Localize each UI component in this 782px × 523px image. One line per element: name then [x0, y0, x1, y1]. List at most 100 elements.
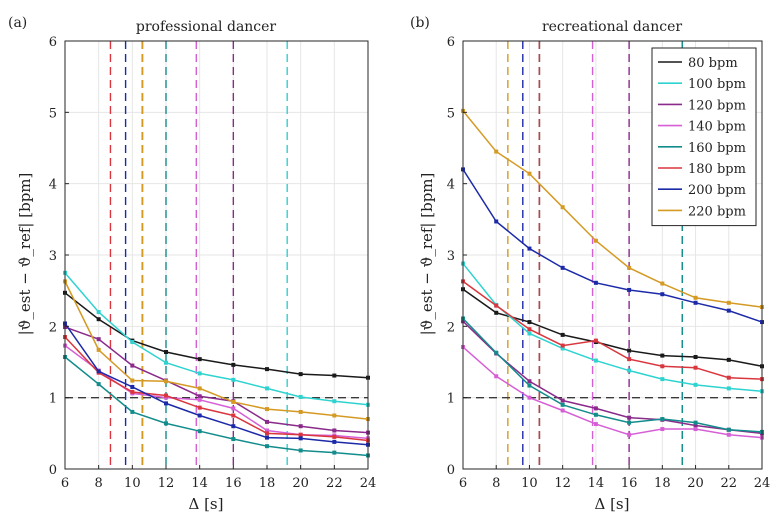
panel-b-point-100-bpm: [660, 377, 665, 382]
panel-b-point-180-bpm: [527, 327, 532, 332]
panel-b-point-160-bpm: [527, 383, 532, 388]
panel-a-point-120-bpm: [130, 363, 135, 368]
panel-b-point-80-bpm: [560, 332, 565, 337]
panel-b-point-220-bpm: [494, 149, 499, 154]
panel-b-point-140-bpm: [527, 395, 532, 400]
panel-b-xtick-label: 6: [459, 476, 467, 491]
panel-a-point-220-bpm: [96, 347, 101, 352]
panel-a-point-100-bpm: [164, 360, 168, 365]
panel-b-point-120-bpm: [627, 415, 632, 420]
panel-a-series-line-220-bpm: [64, 281, 369, 420]
panel-a-point-80-bpm: [197, 357, 202, 362]
panel-b-point-180-bpm: [494, 303, 499, 308]
panel-a-point-200-bpm: [332, 439, 337, 444]
panel-a-point-140-bpm: [231, 406, 236, 411]
panel-recreational: (b) recreational dancer 6 8 10 12 14 16 18 20 22…: [410, 15, 770, 513]
panel-b-point-200-bpm: [726, 308, 731, 313]
panel-a-point-180-bpm: [231, 413, 236, 418]
panel-a-point-80-bpm: [231, 362, 236, 367]
panel-a-xtick-label: 24: [360, 476, 377, 491]
panel-b-point-220-bpm: [660, 281, 665, 286]
panel-a-point-220-bpm: [130, 378, 135, 383]
panel-b-point-80-bpm: [726, 357, 731, 362]
panel-a-series-line-120-bpm: [64, 326, 369, 434]
panel-b-xtick-label: 20: [687, 476, 704, 491]
panel-a-point-160-bpm: [332, 450, 337, 455]
panel-b-point-80-bpm: [627, 348, 632, 353]
panel-a-title: professional dancer: [136, 19, 277, 35]
panel-a-point-220-bpm: [164, 379, 168, 384]
panel-a-point-220-bpm: [197, 386, 202, 391]
panel-b-xtick-label: 24: [754, 476, 771, 491]
panel-b-point-120-bpm: [560, 398, 565, 403]
panel-b-xtick-label: 18: [654, 476, 671, 491]
panel-b-point-220-bpm: [726, 300, 731, 305]
panel-professional: (a) professional dancer 6 8 10 12 14 16 18 20 22…: [8, 15, 376, 513]
panel-b-point-160-bpm: [593, 412, 598, 417]
panel-b-point-180-bpm: [593, 338, 598, 343]
panel-b-title: recreational dancer: [542, 19, 682, 35]
panel-a-xtick-label: 14: [191, 476, 208, 491]
panel-b-point-100-bpm: [693, 382, 698, 387]
panel-b-xtick-label: 10: [521, 476, 538, 491]
panel-b-xtick-label: 16: [621, 476, 638, 491]
panel-a-point-80-bpm: [298, 372, 303, 377]
legend-label: 200 bpm: [688, 183, 746, 198]
panel-b-point-120-bpm: [527, 379, 532, 384]
panel-a-point-80-bpm: [265, 367, 269, 372]
panel-b-point-180-bpm: [560, 343, 565, 348]
panel-a-point-140-bpm: [265, 428, 269, 433]
panel-b-series-line-140-bpm: [462, 346, 763, 439]
panel-a-point-160-bpm: [265, 444, 269, 449]
panel-b-point-160-bpm: [726, 427, 731, 432]
panel-b-point-100-bpm: [627, 368, 632, 373]
panel-b-ylabel: |ϑ_est − ϑ_ref| [bpm]: [418, 173, 436, 336]
panel-b-point-80-bpm: [660, 353, 665, 358]
panel-b-point-160-bpm: [660, 417, 665, 422]
panel-a-point-120-bpm: [197, 394, 202, 399]
panel-b-point-220-bpm: [560, 205, 565, 210]
panel-a-xtick-label: 12: [158, 476, 175, 491]
panel-a-point-200-bpm: [96, 369, 101, 374]
panel-b-point-200-bpm: [527, 246, 532, 251]
panel-a-point-120-bpm: [96, 337, 101, 342]
panel-a-point-80-bpm: [332, 373, 337, 378]
panel-b-ytick-label: 0: [447, 463, 455, 478]
panel-a-xtick-label: 16: [225, 476, 242, 491]
panel-a-point-140-bpm: [197, 397, 202, 402]
panel-b-ytick-label: 4: [447, 178, 455, 193]
panel-b-series-line-160-bpm: [462, 317, 763, 433]
panel-a-xtick-label: 22: [326, 476, 343, 491]
panel-b-point-140-bpm: [660, 427, 665, 432]
panel-a-xtick-label: 20: [292, 476, 309, 491]
panel-b-point-180-bpm: [627, 357, 632, 362]
legend-label: 100 bpm: [688, 77, 746, 92]
panel-a-point-100-bpm: [197, 371, 202, 376]
panel-b-point-100-bpm: [593, 358, 598, 363]
panel-b-point-160-bpm: [560, 402, 565, 407]
panel-a-point-120-bpm: [332, 428, 337, 433]
panel-b-point-180-bpm: [660, 364, 665, 369]
panel-b-point-220-bpm: [593, 238, 598, 243]
panel-a-point-200-bpm: [197, 413, 202, 418]
panel-b-point-80-bpm: [527, 320, 532, 325]
panel-a-point-100-bpm: [298, 394, 303, 399]
panel-a-point-200-bpm: [298, 436, 303, 441]
panel-b-series-line-180-bpm: [462, 280, 763, 380]
panel-a-label: (a): [8, 15, 27, 31]
panel-a-point-160-bpm: [130, 409, 135, 414]
panel-b-point-200-bpm: [560, 265, 565, 270]
panel-b-point-200-bpm: [627, 287, 632, 292]
panel-b-series-line-120-bpm: [462, 320, 763, 435]
panel-b-label: (b): [410, 15, 430, 31]
panel-b-point-80-bpm: [693, 355, 698, 360]
panel-a-series-line-100-bpm: [64, 272, 369, 406]
panel-a-ytick-label: 1: [49, 392, 57, 407]
panel-a-ytick-label: 0: [49, 463, 57, 478]
legend-label: 220 bpm: [688, 204, 746, 219]
panel-a-xlabel: Δ [s]: [188, 495, 223, 513]
panel-a-series-line-180-bpm: [64, 336, 369, 442]
